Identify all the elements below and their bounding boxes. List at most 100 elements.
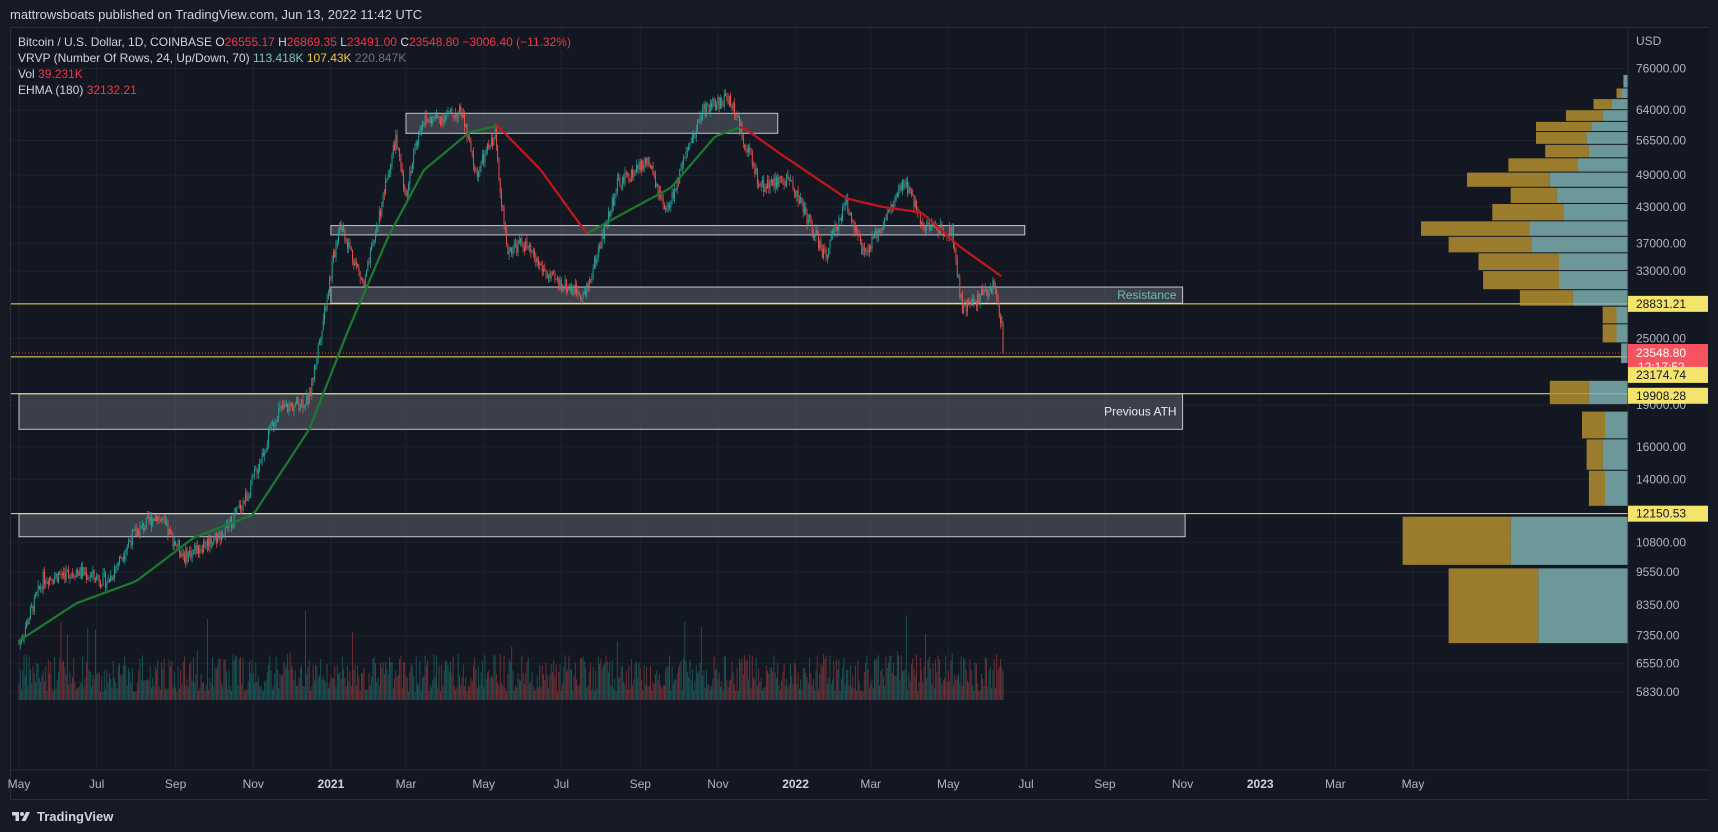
price-tick-label: 43000.00 <box>1636 200 1686 214</box>
candle-body <box>98 578 100 583</box>
volume-bar <box>805 673 807 700</box>
legend-symbol[interactable]: Bitcoin / U.S. Dollar, 1D, COINBASE <box>18 35 213 49</box>
volume-bar <box>228 670 230 700</box>
volume-bar <box>656 670 658 700</box>
volume-bar <box>520 680 522 700</box>
candle-body <box>952 225 954 248</box>
candle-body <box>208 538 210 548</box>
candle-body <box>91 574 93 578</box>
volume-bar <box>452 656 454 700</box>
candle-body <box>586 284 588 295</box>
price-chart[interactable]: USD76000.0064000.0056500.0049000.0043000… <box>0 0 1718 800</box>
candle-body <box>596 257 598 264</box>
tradingview-logo[interactable]: TradingView <box>10 809 113 824</box>
candle-body <box>919 211 921 225</box>
price-tick-label: 76000.00 <box>1636 62 1686 76</box>
volume-bar <box>703 670 705 700</box>
candle-body <box>387 173 389 179</box>
candle-body <box>653 173 655 177</box>
volume-bar <box>637 677 639 700</box>
volume-bar <box>184 656 185 700</box>
volume-bar <box>443 670 445 700</box>
candle-body <box>693 133 695 138</box>
volume-bar <box>78 687 80 700</box>
volume-bar <box>735 691 737 700</box>
candle-body <box>792 181 794 189</box>
volume-bar <box>189 664 191 700</box>
vp-row-up <box>1577 158 1628 172</box>
volume-bar <box>632 684 634 700</box>
support-resistance-zone <box>18 513 1186 538</box>
volume-bar <box>933 687 935 700</box>
volume-bar <box>480 672 482 700</box>
candle-body <box>553 272 555 274</box>
candle-body <box>891 204 893 209</box>
volume-bar <box>115 682 117 700</box>
candle-body <box>966 301 968 312</box>
candle-body <box>45 583 47 584</box>
candle-body <box>606 221 608 227</box>
volume-bar <box>166 689 168 700</box>
legend-vrvp-label[interactable]: VRVP (Number Of Rows, 24, Up/Down, 70) <box>18 51 250 65</box>
volume-bar <box>438 665 440 700</box>
candle-body <box>867 249 869 253</box>
candle-body <box>251 475 253 486</box>
candle-body <box>642 160 644 170</box>
volume-bar <box>103 670 105 700</box>
candle-body <box>274 423 276 427</box>
candle-body <box>392 144 394 155</box>
candle-body <box>790 180 791 181</box>
candle-body <box>237 506 239 508</box>
volume-bar <box>383 673 385 700</box>
candle-body <box>177 540 179 547</box>
volume-bar <box>627 689 628 700</box>
candle-body <box>756 168 758 185</box>
volume-bar <box>114 678 115 700</box>
candle-body <box>27 620 29 624</box>
volume-bar <box>461 677 463 700</box>
candle-body <box>677 179 679 182</box>
volume-bar <box>92 674 94 700</box>
candle-body <box>734 102 735 115</box>
candle-body <box>885 219 887 220</box>
candle-body <box>310 392 311 397</box>
candle-body <box>74 576 76 578</box>
candle-body <box>765 186 767 188</box>
candle-body <box>138 531 140 537</box>
volume-bar <box>494 655 496 700</box>
candle-body <box>341 227 343 231</box>
volume-bar <box>86 661 87 700</box>
candle-body <box>826 255 828 258</box>
candle-body <box>788 178 790 181</box>
volume-bar <box>758 668 760 700</box>
volume-bar <box>232 654 234 700</box>
volume-bar <box>565 671 567 700</box>
candle-body <box>142 523 143 526</box>
candle-body <box>882 226 884 228</box>
legend-vol-label[interactable]: Vol <box>18 67 35 81</box>
volume-bar <box>876 657 878 700</box>
volume-bar <box>385 661 387 700</box>
candle-body <box>633 170 635 177</box>
time-tick-label: Mar <box>1325 777 1346 791</box>
candle-body <box>154 516 156 521</box>
legend-ehma-label[interactable]: EHMA (180) <box>18 83 84 97</box>
candle-body <box>368 261 370 263</box>
volume-bar <box>397 675 399 700</box>
candle-body <box>938 230 940 233</box>
vp-row-down <box>1602 324 1617 343</box>
volume-bar <box>288 670 290 700</box>
volume-bar <box>781 680 783 700</box>
ehma-segment <box>369 268 376 280</box>
candle-body <box>759 186 761 187</box>
candle-body <box>105 572 107 588</box>
volume-bar <box>276 670 278 700</box>
candle-body <box>467 136 469 138</box>
candle-body <box>839 218 841 220</box>
volume-bar <box>175 687 177 700</box>
candle-body <box>102 572 104 586</box>
volume-bar <box>930 668 931 700</box>
candle-body <box>340 222 342 231</box>
candle-body <box>585 290 586 295</box>
volume-bar <box>806 676 808 700</box>
